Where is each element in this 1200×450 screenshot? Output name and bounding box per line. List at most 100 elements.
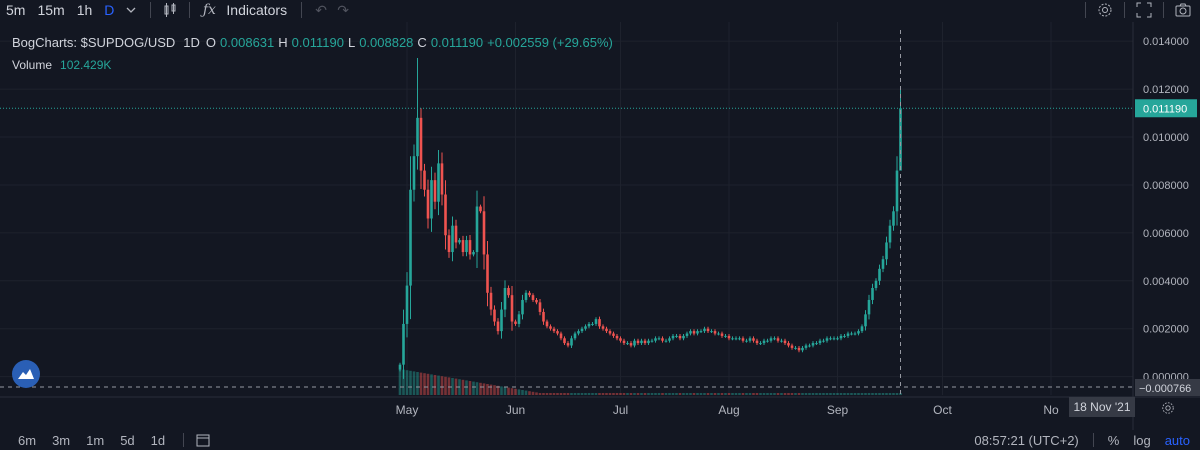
- volume-bar: [517, 389, 521, 395]
- range-1m[interactable]: 1m: [86, 432, 105, 448]
- candle-body: [745, 340, 748, 342]
- volume-bar: [542, 393, 545, 395]
- function-icon[interactable]: ƒx: [202, 2, 216, 18]
- candle-body: [573, 333, 577, 339]
- volume-bar: [745, 393, 748, 395]
- volume-bar: [556, 393, 559, 395]
- candle-body: [790, 345, 794, 348]
- candle-body: [577, 331, 580, 334]
- interval-dropdown-icon[interactable]: [120, 1, 142, 19]
- candle-body: [853, 333, 857, 335]
- volume-bar: [503, 387, 507, 395]
- log-toggle[interactable]: log: [1133, 432, 1151, 448]
- volume-bar: [853, 393, 857, 395]
- y-tick-label: 0.010000: [1143, 132, 1189, 144]
- date-range-icon[interactable]: [192, 431, 214, 449]
- interval-5m[interactable]: 5m: [6, 2, 26, 18]
- candle-body: [405, 285, 409, 324]
- volume-bar: [748, 393, 752, 395]
- undo-icon[interactable]: ↶: [315, 1, 327, 18]
- volume-bar: [776, 393, 780, 395]
- candle-body: [703, 328, 706, 332]
- candle-body: [836, 338, 839, 340]
- y-tick-label: 0.008000: [1143, 180, 1189, 192]
- percent-toggle[interactable]: %: [1107, 432, 1120, 448]
- redo-icon[interactable]: ↷: [337, 1, 349, 18]
- low-value: 0.008828: [359, 35, 414, 50]
- candle-body: [507, 287, 510, 296]
- candle-body: [766, 340, 769, 342]
- close-value: 0.011190: [430, 35, 484, 50]
- candle-body: [416, 117, 419, 157]
- range-5d[interactable]: 5d: [120, 432, 135, 448]
- candle-body: [454, 225, 458, 243]
- volume-bar: [531, 391, 535, 395]
- volume-bar: [636, 393, 640, 395]
- candle-body: [514, 321, 517, 324]
- volume-bar: [486, 384, 489, 395]
- candle-body: [437, 163, 440, 202]
- candle-body: [654, 338, 657, 341]
- volume-bar: [573, 393, 577, 395]
- range-6m[interactable]: 6m: [18, 432, 37, 448]
- candle-body: [549, 326, 552, 329]
- candle-body: [832, 338, 836, 340]
- candle-body: [591, 323, 594, 325]
- candle-body: [524, 292, 528, 300]
- candle-body: [668, 338, 671, 341]
- candles-icon[interactable]: [159, 1, 181, 19]
- volume-bar: [727, 393, 731, 395]
- candle-body: [451, 225, 454, 253]
- toolbar-divider: [1163, 2, 1164, 18]
- x-tick-label: Sep: [827, 403, 849, 417]
- candle-body: [580, 328, 584, 332]
- interval-1h[interactable]: 1h: [76, 2, 93, 18]
- candle-body: [850, 333, 853, 335]
- candle-body: [601, 326, 605, 329]
- volume-bar: [496, 385, 500, 395]
- auto-toggle[interactable]: auto: [1164, 432, 1190, 448]
- indicators-button[interactable]: Indicators: [226, 2, 288, 18]
- candle-body: [535, 299, 538, 303]
- volume-bar: [475, 382, 479, 395]
- interval-15m[interactable]: 15m: [37, 2, 65, 18]
- candle-body: [528, 292, 531, 296]
- candle-body: [430, 180, 433, 219]
- candle-body: [720, 333, 724, 336]
- volume-bar: [878, 393, 881, 395]
- volume-bar: [619, 393, 622, 395]
- volume-bar: [433, 375, 437, 395]
- candle-body: [500, 309, 503, 332]
- range-1d[interactable]: 1d: [150, 432, 166, 448]
- volume-bar: [580, 393, 584, 395]
- settings-gear-icon[interactable]: [1094, 1, 1116, 19]
- volume-bar: [570, 393, 573, 395]
- volume-label: Volume: [12, 58, 53, 72]
- volume-bar: [675, 393, 678, 395]
- candle-body: [584, 326, 587, 329]
- snapshot-camera-icon[interactable]: [1172, 1, 1194, 19]
- candle-body: [552, 328, 556, 332]
- candle-body: [409, 189, 412, 286]
- candle-body: [563, 338, 566, 344]
- volume-bar: [783, 393, 787, 395]
- volume-bar: [563, 393, 566, 395]
- high-value: 0.011190: [291, 35, 344, 50]
- volume-bar: [759, 393, 762, 395]
- tradingview-logo-icon[interactable]: [12, 360, 40, 388]
- fullscreen-icon[interactable]: [1133, 1, 1155, 19]
- axis-settings-gear-icon[interactable]: [1158, 398, 1178, 418]
- volume-bar: [591, 393, 594, 395]
- candle-body: [608, 331, 612, 334]
- candle-body: [664, 340, 668, 342]
- x-tick-label: No: [1043, 403, 1059, 417]
- candle-body: [647, 340, 650, 344]
- candle-body: [864, 314, 867, 327]
- candle-body: [468, 240, 472, 255]
- range-3m[interactable]: 3m: [52, 432, 71, 448]
- volume-bar: [622, 393, 626, 395]
- interval-d[interactable]: D: [104, 2, 115, 18]
- candle-body: [531, 295, 535, 300]
- candle-body: [797, 347, 801, 351]
